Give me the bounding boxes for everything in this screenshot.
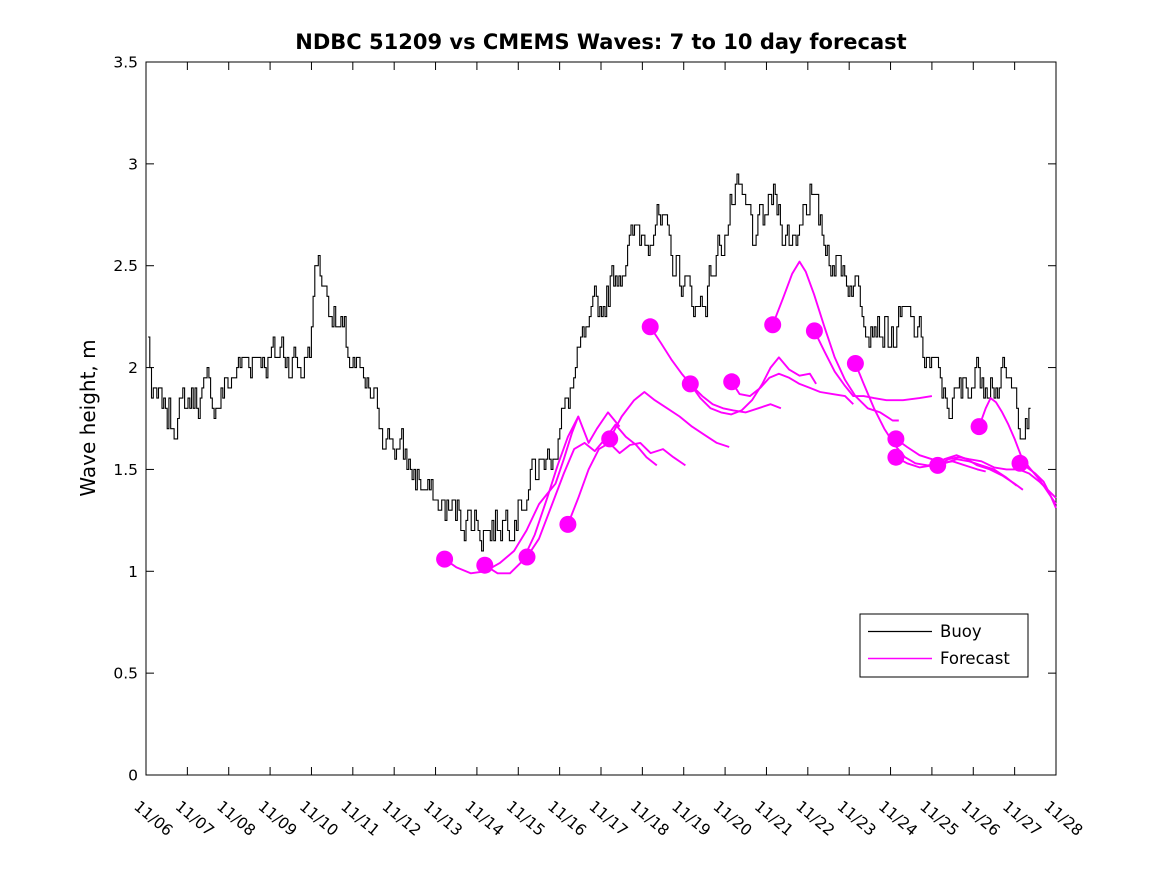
series-layer: [148, 173, 1057, 575]
y-tick-label: 2.5: [113, 257, 138, 275]
forecast-line: [526, 423, 658, 558]
x-tick-label: 11/17: [585, 797, 631, 840]
y-tick-label: 1: [128, 563, 138, 581]
forecast-start-dot: [929, 456, 947, 474]
forecast-line: [444, 416, 580, 575]
y-tick-label: 3: [128, 155, 138, 173]
x-tick-label: 11/28: [1040, 797, 1086, 840]
x-tick-label: 11/20: [710, 797, 756, 840]
x-tick-label: 11/14: [461, 797, 507, 840]
x-tick-label: 11/10: [296, 797, 342, 840]
x-tick-label: 11/18: [627, 797, 673, 840]
legend-box: [859, 613, 1029, 678]
forecast-start-dot: [764, 316, 782, 334]
forecast-start-dot: [601, 430, 619, 448]
chart-title: NDBC 51209 vs CMEMS Waves: 7 to 10 day f…: [295, 30, 906, 54]
forecast-line: [895, 438, 1018, 487]
x-tick-label: 11/22: [792, 797, 838, 840]
forecast-start-dot: [887, 430, 905, 448]
x-tick-label: 11/24: [875, 797, 921, 840]
x-tick-label: 11/16: [544, 797, 590, 840]
forecast-line: [484, 411, 621, 575]
x-tick-label: 11/19: [668, 797, 714, 840]
forecast-line: [730, 372, 854, 405]
y-axis-label: Wave height, m: [76, 339, 100, 496]
y-tick-label: 0: [128, 767, 138, 785]
x-tick-label: 11/25: [916, 797, 962, 840]
forecast-start-dot: [641, 318, 659, 336]
forecast-line: [978, 397, 1057, 505]
forecast-line: [771, 260, 899, 422]
x-tick-label: 11/23: [834, 797, 880, 840]
x-tick-label: 11/12: [379, 797, 425, 840]
forecast-line: [813, 330, 933, 402]
forecast-start-dot: [559, 515, 577, 533]
forecast-start-dot: [518, 548, 536, 566]
forecast-line: [608, 391, 730, 448]
buoy-line: [148, 173, 1031, 552]
y-tick-label: 2: [128, 359, 138, 377]
forecast-line: [689, 356, 817, 416]
legend-buoy-label: Buoy: [940, 622, 982, 641]
x-tick-label: 11/26: [958, 797, 1004, 840]
y-tick-label: 0.5: [113, 665, 138, 683]
x-tick-label: 11/08: [213, 797, 259, 840]
x-tick-label: 11/11: [337, 797, 383, 840]
forecast-line: [854, 363, 986, 473]
forecast-start-dot: [1011, 454, 1029, 472]
x-tick-label: 11/27: [999, 797, 1045, 840]
forecast-line: [567, 441, 686, 525]
x-tick-label: 11/07: [172, 797, 218, 840]
forecast-start-dot: [846, 355, 864, 372]
legend: Buoy Forecast: [859, 613, 1029, 678]
forecast-start-dot: [970, 418, 988, 436]
x-tick-label: 11/13: [420, 797, 466, 840]
y-tick-label: 3.5: [113, 54, 138, 72]
forecast-start-dot: [476, 556, 494, 574]
x-tick-label: 11/21: [751, 797, 797, 840]
x-tick-label: 11/15: [503, 797, 549, 840]
forecast-start-dot: [436, 550, 454, 568]
forecast-start-dot: [887, 448, 905, 466]
legend-forecast-label: Forecast: [940, 649, 1010, 668]
forecast-line: [649, 326, 782, 414]
forecast-line: [1019, 462, 1057, 509]
forecast-start-dot: [723, 373, 741, 391]
forecast-start-dot: [805, 322, 823, 340]
y-tick-label: 1.5: [113, 461, 138, 479]
forecast-start-dot: [681, 375, 699, 393]
x-tick-label: 11/06: [130, 797, 176, 840]
x-tick-label: 11/09: [255, 797, 301, 840]
